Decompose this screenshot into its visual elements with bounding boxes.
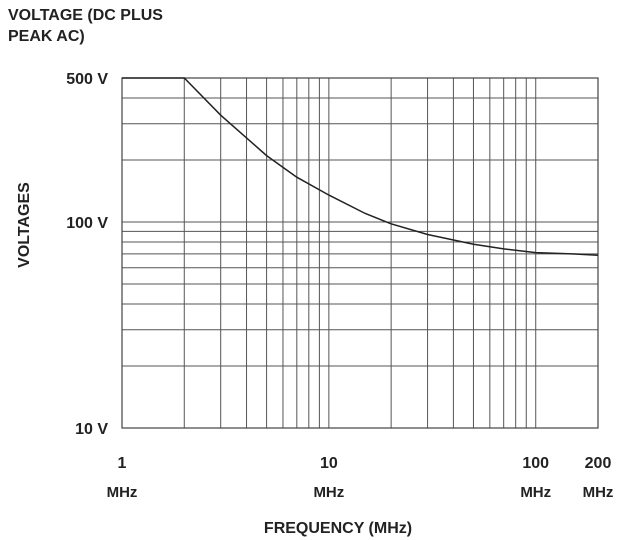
plot-frame bbox=[121, 77, 599, 429]
chart-title-line-2: PEAK AC) bbox=[8, 28, 85, 45]
x-tick-label: 100 bbox=[522, 455, 549, 472]
x-tick-label: 10 bbox=[320, 455, 338, 472]
y-tick-label: 10 V bbox=[75, 421, 108, 438]
x-axis-label: FREQUENCY (MHz) bbox=[264, 520, 412, 537]
y-tick-label: 500 V bbox=[66, 71, 108, 88]
y-tick-label: 100 V bbox=[66, 215, 108, 232]
x-tick-labels: 1 MHz 10 MHz 100 MHz 200 MHz bbox=[107, 455, 614, 501]
series-line bbox=[122, 77, 599, 256]
x-tick-unit: MHz bbox=[583, 484, 614, 501]
x-tick-label: 200 bbox=[585, 455, 612, 472]
x-tick-unit: MHz bbox=[520, 484, 551, 501]
chart-title-line-1: VOLTAGE (DC PLUS bbox=[8, 7, 163, 24]
grid-layer bbox=[122, 78, 598, 428]
x-tick-unit: MHz bbox=[313, 484, 344, 501]
x-tick-label: 1 bbox=[118, 455, 127, 472]
y-axis-label: VOLTAGES bbox=[16, 182, 33, 268]
y-tick-labels: 500 V 100 V 10 V bbox=[66, 71, 108, 438]
x-tick-unit: MHz bbox=[107, 484, 138, 501]
